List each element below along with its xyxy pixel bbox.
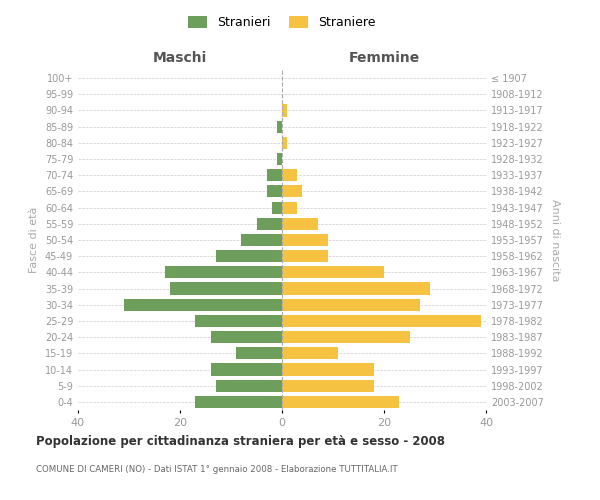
Y-axis label: Fasce di età: Fasce di età — [29, 207, 39, 273]
Bar — [216, 250, 282, 262]
Text: Maschi: Maschi — [153, 51, 207, 65]
Bar — [170, 282, 282, 294]
Bar — [241, 234, 282, 246]
Bar — [267, 186, 282, 198]
Text: Popolazione per cittadinanza straniera per età e sesso - 2008: Popolazione per cittadinanza straniera p… — [36, 435, 445, 448]
Bar — [216, 380, 282, 392]
Bar — [282, 202, 298, 213]
Y-axis label: Anni di nascita: Anni di nascita — [550, 198, 560, 281]
Bar — [277, 120, 282, 132]
Bar — [282, 137, 287, 149]
Bar — [196, 396, 282, 408]
Bar — [124, 298, 282, 311]
Bar — [236, 348, 282, 360]
Bar — [282, 169, 298, 181]
Bar — [277, 153, 282, 165]
Bar — [282, 266, 384, 278]
Bar — [282, 364, 374, 376]
Bar — [211, 364, 282, 376]
Bar — [282, 186, 302, 198]
Bar — [282, 380, 374, 392]
Bar — [282, 104, 287, 117]
Bar — [282, 298, 420, 311]
Bar — [282, 282, 430, 294]
Bar — [282, 331, 410, 343]
Bar — [282, 396, 400, 408]
Bar — [196, 315, 282, 327]
Bar — [211, 331, 282, 343]
Text: COMUNE DI CAMERI (NO) - Dati ISTAT 1° gennaio 2008 - Elaborazione TUTTITALIA.IT: COMUNE DI CAMERI (NO) - Dati ISTAT 1° ge… — [36, 465, 398, 474]
Bar — [257, 218, 282, 230]
Bar — [282, 234, 328, 246]
Bar — [282, 348, 338, 360]
Legend: Stranieri, Straniere: Stranieri, Straniere — [184, 11, 380, 34]
Bar — [282, 315, 481, 327]
Bar — [282, 218, 318, 230]
Bar — [164, 266, 282, 278]
Bar — [282, 250, 328, 262]
Bar — [267, 169, 282, 181]
Text: Femmine: Femmine — [349, 51, 419, 65]
Bar — [272, 202, 282, 213]
